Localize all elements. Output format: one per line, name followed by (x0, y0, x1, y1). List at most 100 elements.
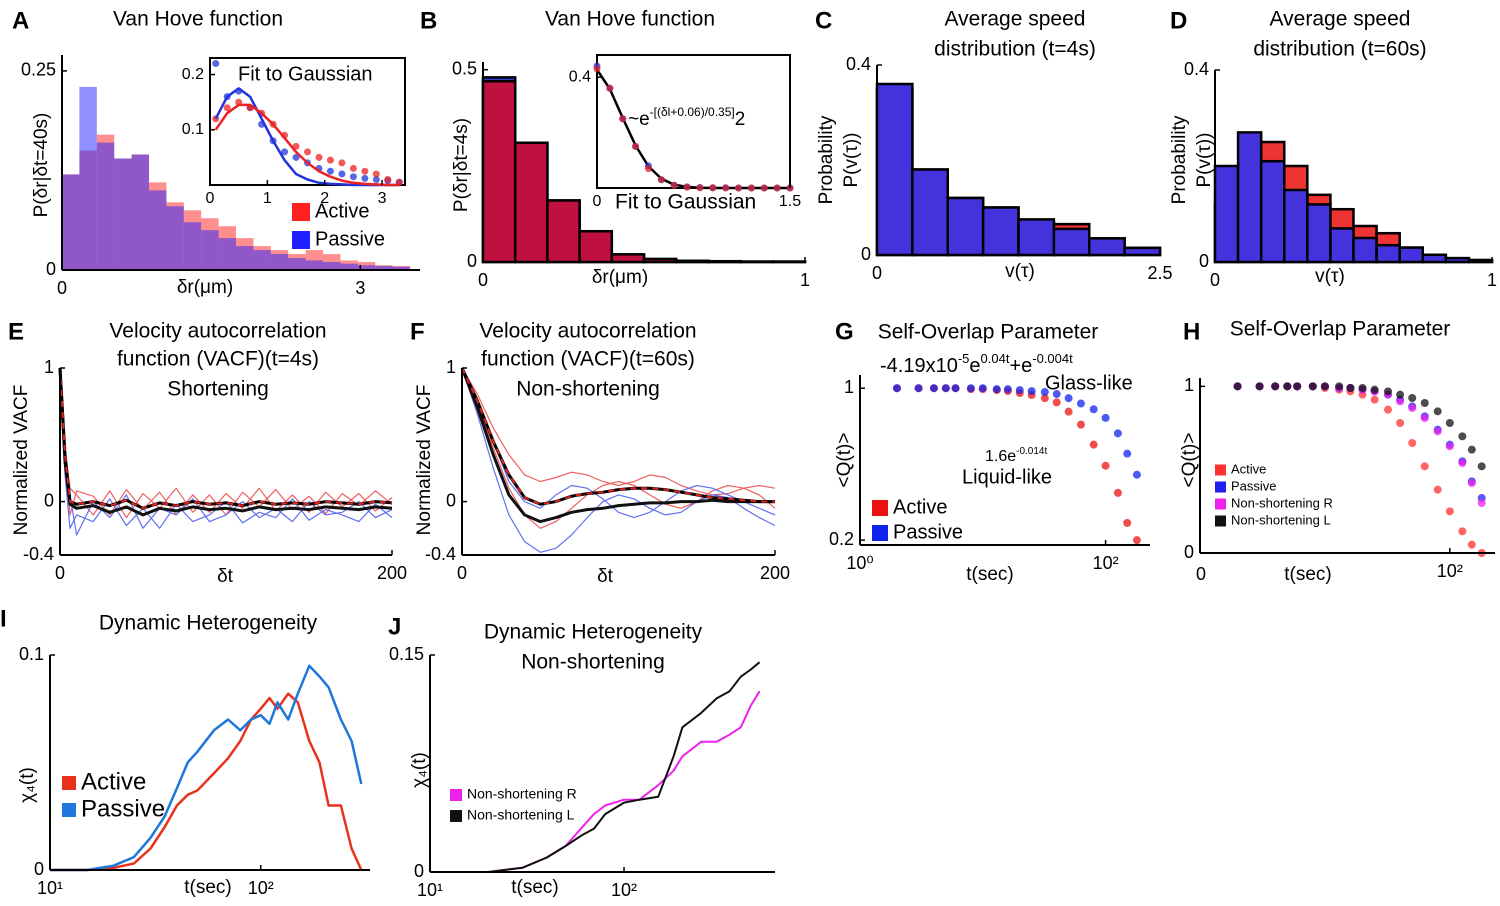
data-point (1064, 407, 1073, 416)
chart-title: Van Hove function (113, 8, 283, 31)
x-tick-label: 10² (1437, 561, 1463, 581)
data-point (1335, 382, 1344, 391)
data-point (1346, 384, 1355, 392)
data-point (1458, 432, 1467, 441)
histogram-bar (305, 260, 324, 270)
histogram-bar (340, 263, 358, 270)
legend-label: Passive (81, 795, 165, 822)
histogram-bar (288, 258, 306, 270)
x-axis-label: t(sec) (1284, 564, 1332, 585)
histogram-bar (357, 265, 376, 270)
data-point (747, 184, 755, 192)
y-tick-label: 1 (1184, 375, 1194, 395)
line-series (460, 367, 775, 524)
x-tick-label: 0 (872, 263, 882, 283)
data-point (1458, 459, 1467, 467)
x-tick-label: 2.5 (1147, 263, 1172, 283)
y-tick-label: 0.4 (846, 54, 871, 74)
x-tick-label: 1 (1487, 270, 1497, 290)
y-tick-label: 0 (1199, 251, 1209, 271)
data-point (606, 84, 614, 92)
chart-title: Velocity autocorrelation (479, 320, 696, 343)
data-point (966, 384, 975, 393)
data-point (1064, 394, 1073, 403)
x-tick-label: 2 (320, 190, 329, 207)
chart-title: distribution (t=60s) (1253, 38, 1426, 61)
data-point (1445, 442, 1454, 451)
annotation-part: +e (1009, 355, 1032, 377)
histogram-bar (1421, 253, 1448, 264)
chart-title: Average speed (945, 8, 1086, 31)
panel-letter: I (0, 605, 7, 632)
annotation-part: ~e (628, 109, 650, 130)
data-point (1293, 382, 1302, 391)
data-point (1384, 405, 1393, 414)
chart-title: Non-shortening (516, 378, 660, 401)
data-point (1408, 394, 1417, 402)
annotation: Fit to Gaussian (615, 191, 756, 214)
legend-swatch (62, 803, 76, 817)
panel-letter: A (12, 7, 29, 34)
y-tick-label: 0 (861, 244, 871, 264)
x-tick-label: 0 (593, 193, 602, 210)
data-point (1433, 485, 1442, 494)
line-series (430, 661, 761, 873)
histogram-bar (1088, 237, 1126, 257)
chart-title: function (VACF)(t=4s) (117, 348, 319, 371)
data-point (1040, 394, 1049, 403)
x-tick-label: 10¹ (417, 880, 443, 900)
legend-label: Passive (315, 228, 385, 250)
y-axis-label: P(v(τ)) (1194, 133, 1215, 188)
data-point (1076, 420, 1085, 429)
data-point (1433, 427, 1442, 436)
annotation-part: 0.04t (981, 351, 1010, 366)
line-series (461, 367, 775, 506)
data-point (929, 384, 938, 393)
histogram-bar (911, 168, 949, 257)
histogram-bar (1329, 227, 1355, 264)
histogram-bar (96, 142, 115, 270)
legend-label: Passive (1231, 478, 1277, 493)
legend-swatch (62, 776, 76, 790)
data-point (1101, 413, 1110, 422)
data-point (670, 181, 678, 189)
histogram-bar (79, 86, 97, 270)
y-tick-label: 1 (446, 357, 456, 377)
data-point (1233, 382, 1242, 391)
data-point (914, 384, 923, 393)
y-tick-label: 0 (414, 861, 424, 881)
histogram-bar (875, 82, 914, 257)
data-point (1052, 398, 1061, 407)
data-point (1132, 470, 1141, 479)
data-point (1132, 536, 1141, 545)
data-point (349, 164, 357, 172)
panel-letter: F (410, 318, 425, 345)
annotation-part: -[(δl+0.06)/0.35] (650, 105, 735, 119)
chart-title: distribution (t=4s) (934, 38, 1096, 61)
histogram-bar (546, 199, 581, 264)
legend-label: Active (81, 768, 146, 795)
histogram-bar (114, 158, 132, 270)
data-point (1089, 440, 1098, 449)
x-axis-label: δr(μm) (592, 267, 648, 288)
histogram-bar (1017, 218, 1056, 257)
x-tick-label: 3 (355, 278, 365, 298)
data-point (1089, 405, 1098, 414)
data-point (1445, 419, 1454, 427)
histogram-bar (578, 229, 614, 264)
y-tick-label: 0.1 (182, 121, 204, 138)
x-tick-label: 200 (377, 563, 407, 583)
data-point (735, 184, 743, 192)
line-series (430, 690, 761, 873)
data-point (384, 175, 392, 183)
data-point (619, 115, 627, 123)
panel-letter: E (8, 318, 24, 345)
x-axis-label: t(sec) (511, 877, 559, 898)
data-point (1027, 387, 1036, 396)
y-axis-label: Probability (816, 115, 837, 204)
y-tick-label: 1 (844, 377, 854, 397)
data-point (292, 153, 300, 161)
x-tick-label: 0 (457, 563, 467, 583)
histogram-bar (270, 254, 289, 270)
